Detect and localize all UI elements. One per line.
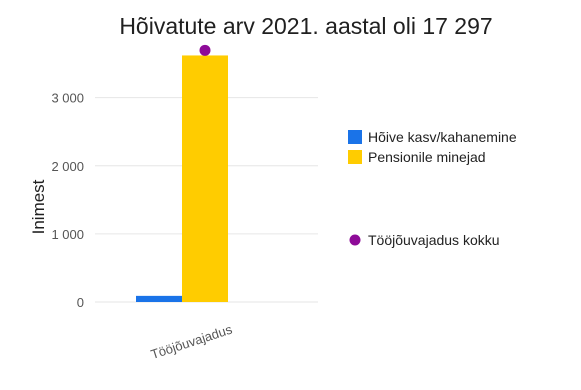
- bar-pensionile-minejad: [182, 55, 228, 302]
- y-tick-label: 0: [77, 295, 84, 310]
- bars: [136, 44, 228, 302]
- legend-label: Tööjõuvajadus kokku: [368, 232, 500, 248]
- x-tick-labels: Tööjõuvajadus: [149, 321, 235, 362]
- legend-label: Pensionile minejad: [368, 149, 486, 165]
- legend-label: Hõive kasv/kahanemine: [368, 129, 517, 145]
- y-axis-label: Inimest: [29, 179, 48, 234]
- legend-swatch: [348, 130, 362, 144]
- bar-h-ive-kasv-kahanemine: [136, 295, 182, 302]
- chart-title: Hõivatute arv 2021. aastal oli 17 297: [119, 13, 492, 39]
- y-tick-label: 2 000: [51, 159, 84, 174]
- y-tick-label: 1 000: [51, 227, 84, 242]
- legend-swatch: [348, 150, 362, 164]
- x-tick-label: Tööjõuvajadus: [149, 321, 235, 362]
- y-tick-label: 3 000: [51, 91, 84, 106]
- legend-marker: [349, 234, 361, 246]
- point-total: [199, 44, 211, 56]
- y-tick-labels: 0 1 000 2 000 3 000: [51, 91, 84, 310]
- legend: Hõive kasv/kahanemine Pensionile minejad T…: [348, 129, 517, 248]
